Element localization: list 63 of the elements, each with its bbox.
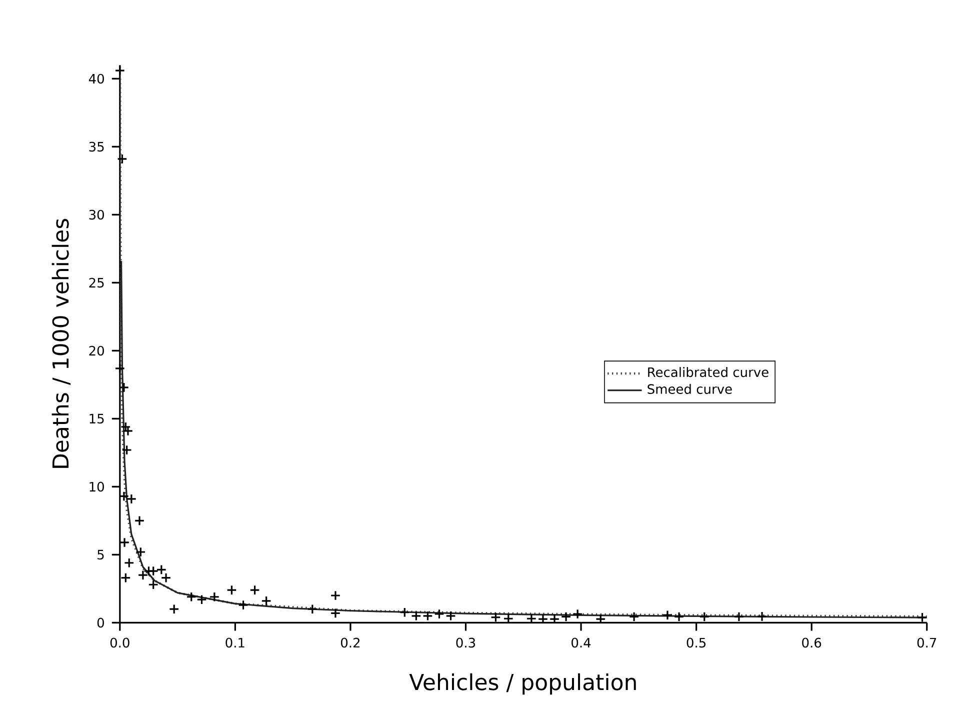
y-tick-label: 20	[89, 346, 104, 356]
point	[674, 612, 684, 622]
y-tick-label: 30	[89, 210, 104, 220]
point	[307, 604, 318, 614]
point	[399, 607, 410, 618]
point	[572, 608, 583, 620]
point	[699, 612, 710, 622]
point	[117, 154, 128, 164]
point	[330, 590, 341, 601]
point	[160, 572, 172, 584]
x-tick-label: 0.5	[686, 638, 706, 648]
point	[226, 584, 237, 596]
point	[560, 612, 572, 622]
point	[196, 594, 207, 605]
x-tick-label: 0.0	[110, 638, 130, 648]
point	[134, 516, 145, 526]
x-tick-label: 0.3	[456, 638, 476, 648]
y-tick-label: 35	[89, 142, 104, 152]
point	[114, 363, 126, 374]
point	[330, 608, 341, 618]
legend-label: Recalibrated curve	[648, 367, 768, 378]
point	[490, 612, 501, 622]
y-tick-label: 5	[98, 550, 104, 560]
point	[628, 612, 640, 622]
point	[156, 564, 167, 575]
point	[261, 596, 272, 606]
y-tick-label: 10	[90, 482, 104, 492]
point	[122, 444, 132, 456]
y-tick-label: 0	[97, 618, 104, 628]
point	[662, 610, 673, 620]
y-tick-label: 15	[90, 414, 104, 424]
point	[168, 604, 180, 614]
line-series	[120, 78, 927, 618]
point	[410, 610, 422, 622]
y-axis-title: Deaths / 1000 vehicles	[52, 218, 71, 468]
point	[120, 572, 131, 584]
y-tick-label: 40	[88, 74, 104, 84]
point	[734, 612, 744, 622]
y-tick-label: 25	[89, 278, 104, 288]
point	[209, 592, 220, 602]
point	[148, 566, 159, 576]
x-tick-label: 0.7	[917, 638, 936, 648]
x-tick-label: 0.6	[802, 638, 822, 648]
x-tick-label: 0.4	[572, 638, 591, 648]
point	[114, 65, 126, 76]
point	[238, 600, 248, 610]
point	[422, 610, 433, 622]
point	[135, 546, 146, 558]
point	[119, 537, 130, 548]
point	[186, 592, 197, 602]
point	[756, 611, 768, 622]
point	[124, 558, 134, 568]
point	[446, 610, 456, 622]
point	[434, 608, 444, 620]
x-tick-label: 0.2	[340, 638, 360, 648]
point	[917, 612, 928, 623]
legend-label: Smeed curve	[648, 384, 732, 394]
x-axis-title: Vehicles / population	[409, 673, 636, 695]
point	[148, 579, 159, 590]
line-series	[120, 260, 927, 618]
x-tick-label: 0.1	[226, 638, 244, 648]
point	[138, 570, 148, 580]
point	[250, 584, 260, 596]
